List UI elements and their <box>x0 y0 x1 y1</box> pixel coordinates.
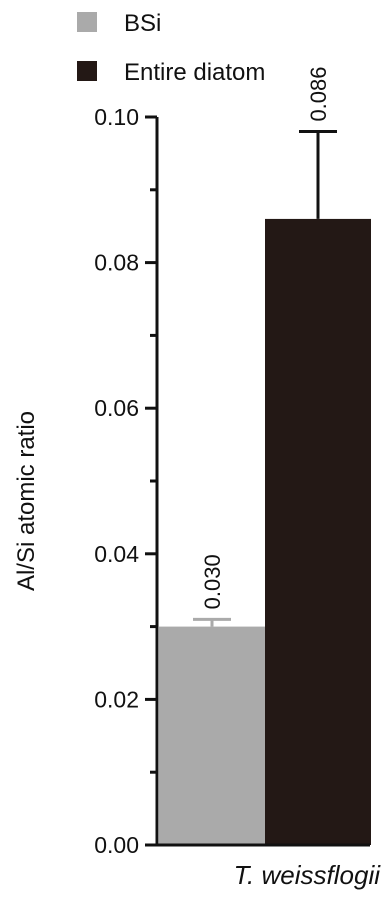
bar-2 <box>265 218 371 846</box>
legend-label-1: BSi <box>124 10 161 37</box>
y-tick-label: 0.06 <box>94 395 139 421</box>
y-axis: 0.00 0.02 0.04 0.06 0.08 0.10 <box>94 104 159 858</box>
bar-group: 0.030 0.086 <box>159 66 371 846</box>
legend-swatch-2 <box>77 61 97 81</box>
legend: BSi Entire diatom <box>77 10 265 86</box>
x-axis: T. weissflogii <box>155 843 382 890</box>
legend-swatch-1 <box>77 12 97 32</box>
y-tick-label: 0.02 <box>94 686 139 712</box>
x-category-label: T. weissflogii <box>234 860 382 890</box>
y-tick-label: 0.04 <box>94 541 139 567</box>
y-axis-label: Al/Si atomic ratio <box>13 411 40 591</box>
y-tick-label: 0.00 <box>94 832 139 858</box>
bar-1 <box>159 626 265 845</box>
legend-label-2: Entire diatom <box>124 59 265 86</box>
y-tick-label: 0.10 <box>94 104 139 130</box>
data-label-2: 0.086 <box>306 66 331 121</box>
y-tick-label: 0.08 <box>94 250 139 276</box>
data-label-1: 0.030 <box>200 554 225 609</box>
